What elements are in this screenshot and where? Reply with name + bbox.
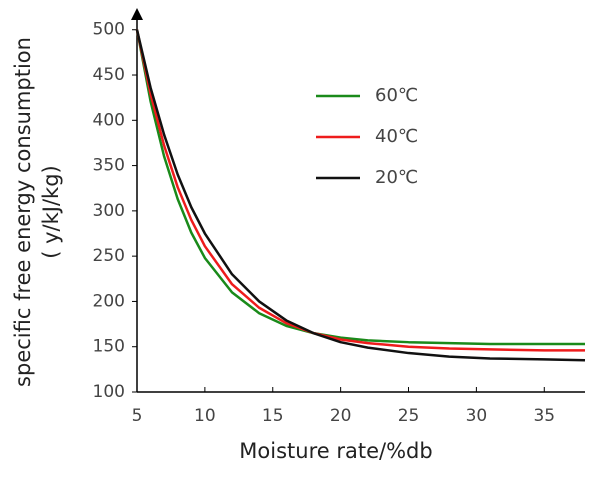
x-tick-label: 5 — [132, 406, 143, 426]
x-tick-label: 35 — [533, 406, 555, 426]
y-tick-label: 200 — [93, 291, 125, 311]
x-tick-label: 25 — [398, 406, 420, 426]
y-tick-label: 250 — [93, 246, 125, 266]
x-tick-label: 15 — [262, 406, 284, 426]
series-line — [135, 29, 585, 352]
y-tick-label: 300 — [93, 201, 125, 221]
x-tick-label: 20 — [330, 406, 352, 426]
y-tick-label: 100 — [93, 382, 125, 402]
x-tick-label: 30 — [466, 406, 488, 426]
y-axis-label: specific free energy consumption — [11, 37, 35, 387]
series-line — [135, 29, 586, 362]
y-tick-label: 450 — [93, 65, 125, 85]
x-tick-label: 10 — [194, 406, 216, 426]
y-tick-label: 500 — [93, 20, 125, 40]
series-line — [135, 29, 585, 346]
y-axis-unit: ( y/kJ/kg) — [39, 165, 63, 259]
y-tick-label: 400 — [93, 110, 125, 130]
x-axis-label: Moisture rate/%db — [239, 439, 432, 463]
y-tick-label: 150 — [93, 337, 125, 357]
y-tick-label: 350 — [93, 156, 125, 176]
legend-label: 60℃ — [375, 85, 418, 106]
legend-label: 40℃ — [375, 126, 418, 147]
y-axis-arrow — [131, 8, 143, 20]
legend-label: 20℃ — [375, 167, 418, 188]
